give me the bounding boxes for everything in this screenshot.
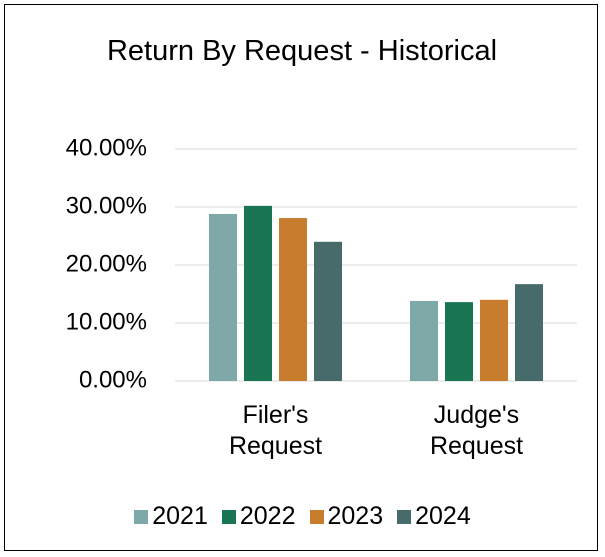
bar: [410, 300, 438, 381]
legend-label: 2021: [152, 502, 208, 530]
legend-swatch: [309, 509, 324, 524]
bar: [445, 302, 473, 381]
bar: [314, 241, 342, 381]
x-tick-label: Judge's Request: [429, 401, 524, 461]
bar: [279, 218, 307, 381]
legend-item: 2022: [221, 502, 296, 531]
legend-label: 2024: [415, 502, 471, 530]
legend-item: 2021: [134, 502, 208, 531]
bar: [244, 205, 272, 381]
bar: [480, 299, 508, 381]
y-tick-label: 40.00%: [66, 134, 147, 161]
y-tick-label: 10.00%: [66, 308, 147, 335]
legend-swatch: [134, 509, 149, 524]
bar: [515, 284, 543, 381]
legend-swatch: [221, 509, 236, 524]
chart-title: Return By Request - Historical: [106, 35, 498, 67]
legend-swatch: [397, 509, 412, 524]
legend-label: 2023: [327, 502, 384, 530]
legend-label: 2022: [239, 502, 296, 530]
legend: 2021 2022 2023 2024: [0, 502, 605, 531]
y-tick-label: 20.00%: [66, 250, 147, 277]
y-tick-label: 30.00%: [66, 192, 147, 219]
legend-item: 2024: [397, 502, 471, 531]
chart-border: [4, 4, 598, 551]
bar: [209, 213, 237, 381]
legend-item: 2023: [309, 502, 384, 531]
y-tick-label: 0.00%: [79, 366, 147, 393]
x-tick-label: Filer's Request: [228, 401, 323, 461]
